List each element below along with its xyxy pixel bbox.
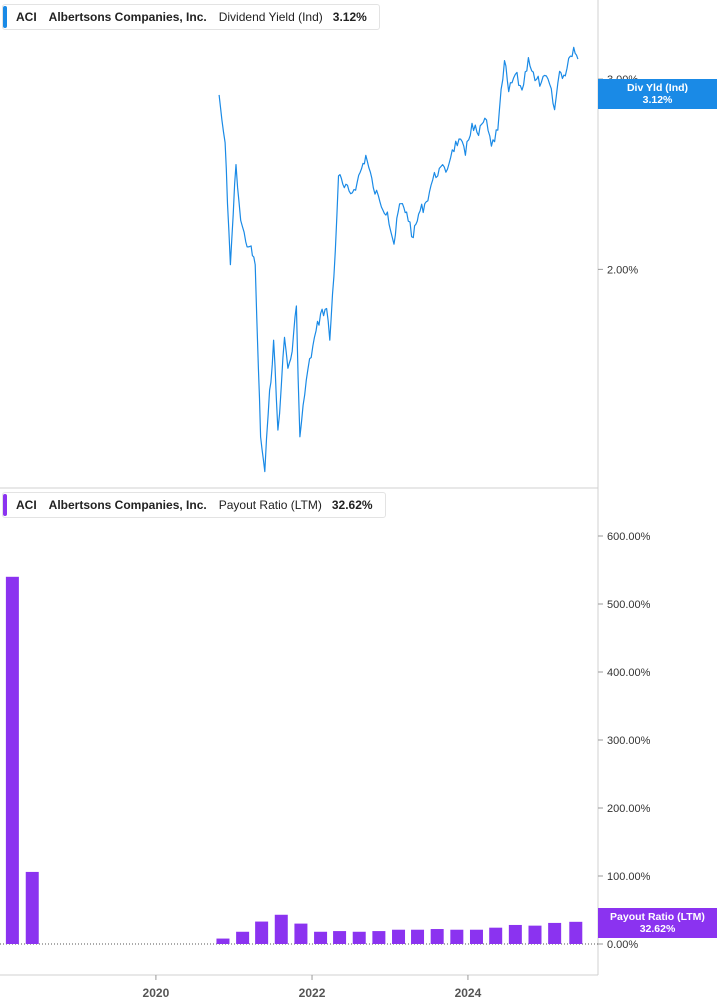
payout-ratio-bar (352, 931, 366, 944)
time-tick-label: 2024 (455, 986, 482, 1000)
payout-ratio-axis: 0.00% 100.00% 200.00% 300.00% 400.00% 500.00%… (598, 531, 651, 951)
payout-axis-tick-label: 600.00% (607, 531, 651, 543)
series-color-swatch (3, 6, 7, 28)
payout-ratio-bar (528, 925, 542, 944)
payout-ratio-bar (314, 931, 328, 944)
payout-ratio-bar (548, 922, 562, 944)
payout-ratio-bar (392, 929, 406, 944)
payout-axis-tick-label: 100.00% (607, 871, 651, 883)
payout-ratio-bar (333, 931, 347, 944)
metric-value: 3.12% (332, 10, 367, 24)
payout-ratio-bar (569, 921, 583, 944)
payout-ratio-bar (430, 929, 444, 944)
payout-ratio-badge: Payout Ratio (LTM) 32.62% (598, 908, 717, 938)
payout-ratio-bar (5, 576, 19, 944)
payout-axis-tick-label: 0.00% (607, 939, 638, 951)
dividend-yield-line (218, 46, 579, 473)
metric-name: Payout Ratio (LTM) (218, 498, 322, 512)
ticker-symbol: ACI (16, 10, 37, 24)
series-color-swatch (3, 494, 7, 516)
payout-ratio-bar (372, 931, 386, 944)
time-tick-label: 2022 (299, 986, 326, 1000)
time-tick-label: 2020 (143, 986, 170, 1000)
payout-axis-tick-label: 500.00% (607, 599, 651, 611)
payout-ratio-bar (469, 929, 483, 944)
badge-label: Div Yld (Ind) (626, 82, 689, 94)
dividend-yield-legend: ACI Albertsons Companies, Inc. Dividend … (2, 4, 380, 30)
payout-ratio-legend: ACI Albertsons Companies, Inc. Payout Ra… (2, 492, 386, 518)
badge-value: 3.12% (642, 94, 673, 106)
payout-ratio-bar (294, 923, 308, 944)
company-name: Albertsons Companies, Inc. (48, 498, 207, 512)
payout-ratio-bar (216, 938, 230, 944)
badge-value: 32.62% (639, 923, 676, 935)
ticker-symbol: ACI (16, 498, 37, 512)
badge-label: Payout Ratio (LTM) (610, 911, 705, 923)
payout-ratio-bar (25, 871, 39, 944)
payout-ratio-bar (508, 924, 522, 944)
payout-ratio-bar (411, 929, 425, 944)
payout-ratio-bar (450, 929, 464, 944)
yield-axis-tick-label: 2.00% (607, 264, 638, 276)
metric-name: Dividend Yield (Ind) (218, 10, 323, 24)
payout-axis-tick-label: 400.00% (607, 667, 651, 679)
payout-ratio-bar (489, 927, 503, 944)
dividend-yield-badge: Div Yld (Ind) 3.12% (598, 79, 717, 109)
payout-ratio-bars (5, 576, 583, 944)
time-axis: 2020 2022 2024 (143, 975, 482, 1000)
payout-axis-tick-label: 300.00% (607, 735, 651, 747)
payout-axis-tick-label: 200.00% (607, 803, 651, 815)
company-name: Albertsons Companies, Inc. (48, 10, 207, 24)
payout-ratio-bar (255, 921, 269, 944)
payout-ratio-bar (274, 914, 288, 944)
metric-value: 32.62% (331, 498, 373, 512)
payout-ratio-bar (236, 931, 250, 944)
